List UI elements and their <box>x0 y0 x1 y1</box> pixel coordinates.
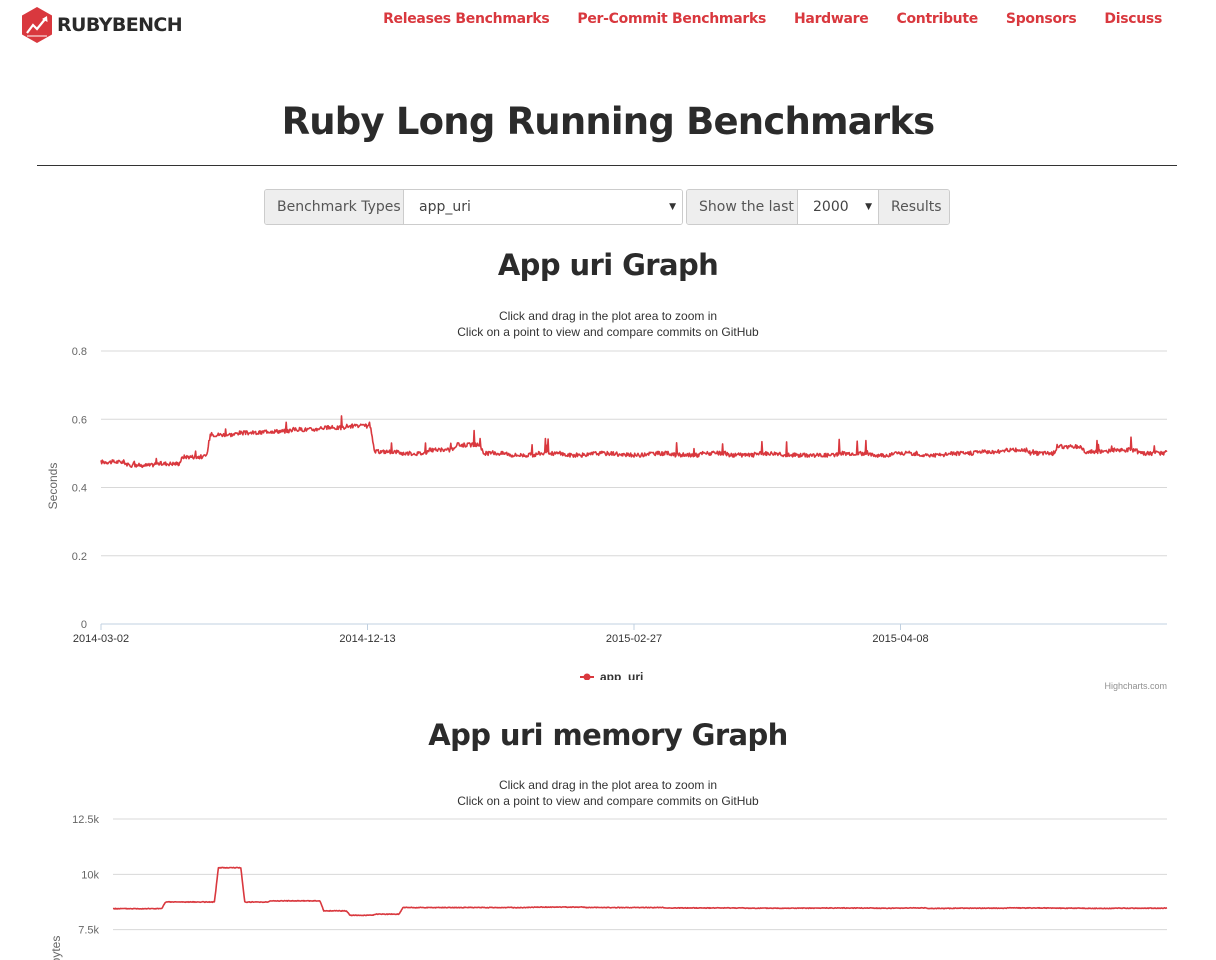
benchmark-types-label: Benchmark Types <box>265 190 404 224</box>
y-tick-label: 0 <box>81 619 87 631</box>
y-axis-title: Seconds <box>46 463 60 510</box>
legend-marker-icon <box>583 673 591 680</box>
x-tick-label: 2015-04-08 <box>872 633 928 645</box>
y-tick-label: 0.2 <box>72 551 87 563</box>
results-label: Results <box>878 190 949 224</box>
result-count-group: Show the last 2000 ▼ Results <box>686 189 950 225</box>
benchmark-type-group: Benchmark Types app_uri ▼ <box>264 189 683 225</box>
nav-sponsors[interactable]: Sponsors <box>1005 11 1077 27</box>
y-axis-title: bytes <box>49 936 63 960</box>
github-hint: Click on a point to view and compare com… <box>457 794 759 808</box>
show-last-label: Show the last <box>687 190 798 224</box>
benchmark-type-select[interactable]: app_uri ▼ <box>404 190 682 224</box>
y-tick-label: 0.8 <box>72 346 87 358</box>
chevron-down-icon: ▼ <box>669 202 676 212</box>
y-tick-label: 0.4 <box>72 483 87 495</box>
y-tick-label: 12.5k <box>72 814 99 826</box>
logo-text: RUBYBENCH <box>57 14 183 36</box>
nav-per-commit-benchmarks[interactable]: Per-Commit Benchmarks <box>577 11 766 27</box>
main-nav: Releases Benchmarks Per-Commit Benchmark… <box>355 11 1162 27</box>
result-count-value: 2000 <box>813 199 849 215</box>
memory-chart-title: App uri memory Graph <box>428 718 788 752</box>
x-tick-label: 2014-12-13 <box>339 633 395 645</box>
time-chart-title: App uri Graph <box>497 248 719 282</box>
y-tick-label: 0.6 <box>72 414 87 426</box>
title-divider <box>37 165 1177 166</box>
nav-discuss[interactable]: Discuss <box>1104 11 1162 27</box>
y-tick-label: 7.5k <box>78 925 99 937</box>
y-tick-label: 10k <box>81 869 99 881</box>
zoom-hint: Click and drag in the plot area to zoom … <box>498 778 718 792</box>
nav-hardware[interactable]: Hardware <box>794 11 869 27</box>
time-chart-subtitle: Click and drag in the plot area to zoom … <box>0 308 1216 340</box>
nav-releases-benchmarks[interactable]: Releases Benchmarks <box>383 11 550 27</box>
logo-link[interactable]: RUBYBENCH <box>20 6 183 44</box>
nav-contribute[interactable]: Contribute <box>896 11 978 27</box>
memory-chart[interactable]: 7.5k 10k 12.5k bytes <box>0 810 1216 960</box>
highcharts-credits[interactable]: Highcharts.com <box>1104 681 1167 691</box>
result-count-select[interactable]: 2000 ▼ <box>798 190 878 224</box>
series-line-app_uri <box>100 415 1168 469</box>
chevron-down-icon: ▼ <box>865 202 872 212</box>
x-tick-label: 2015-02-27 <box>606 633 662 645</box>
time-chart[interactable]: 0 0.2 0.4 0.6 0.8 Seconds 2014-03-02 2014-12-13… <box>0 340 1216 680</box>
legend-item-app_uri: app_uri <box>600 670 643 680</box>
memory-chart-subtitle: Click and drag in the plot area to zoom … <box>0 777 1216 809</box>
zoom-hint: Click and drag in the plot area to zoom … <box>498 309 718 323</box>
x-tick-label: 2014-03-02 <box>73 633 129 645</box>
ruby-logo-icon <box>22 7 52 43</box>
top-navbar: RUBYBENCH Releases Benchmarks Per-Commit… <box>0 0 1216 48</box>
benchmark-type-value: app_uri <box>419 199 471 215</box>
page-title: Ruby Long Running Benchmarks <box>281 100 936 143</box>
github-hint: Click on a point to view and compare com… <box>457 325 759 339</box>
series-line-app_uri <box>112 866 1168 917</box>
